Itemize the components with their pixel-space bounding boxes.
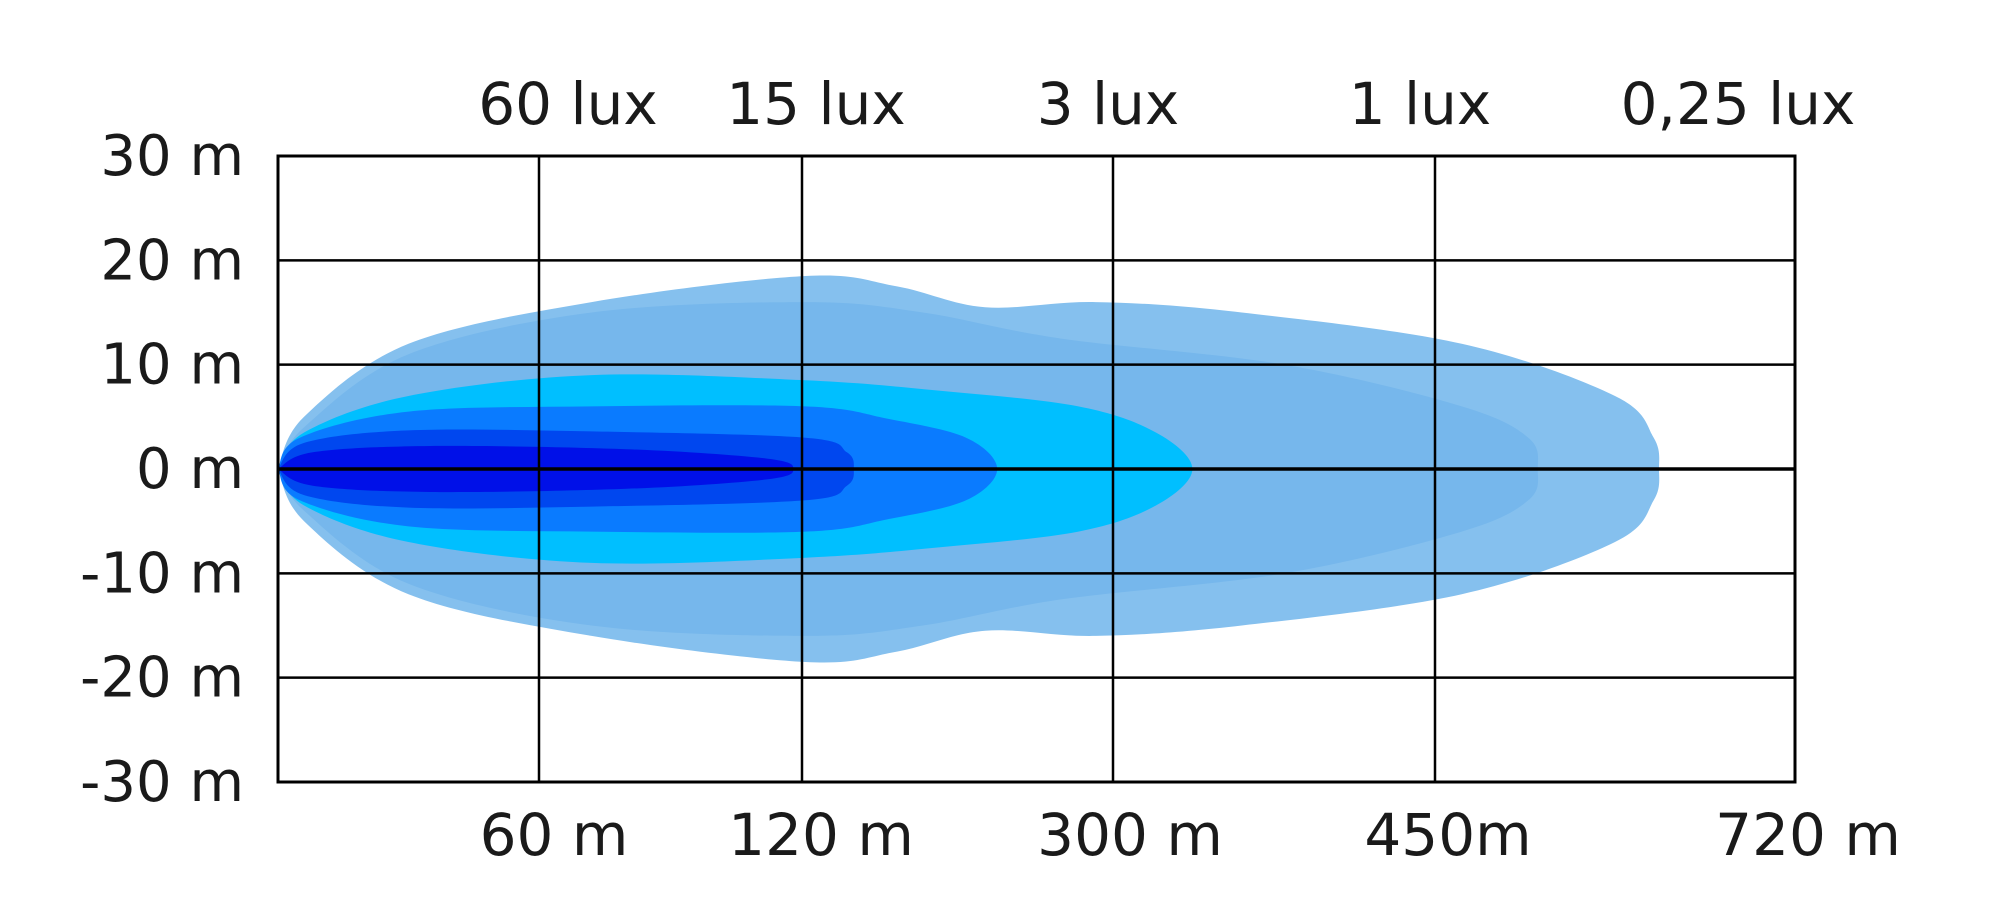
lux-label: 1 lux: [1349, 70, 1492, 138]
y-tick-label: -10 m: [80, 541, 244, 606]
lux-label: 60 lux: [478, 70, 657, 138]
lux-label: 0,25 lux: [1621, 70, 1856, 138]
x-tick-label: 720 m: [1715, 801, 1901, 869]
plot-frame: [276, 154, 1797, 784]
y-tick-label: -20 m: [80, 646, 244, 711]
y-tick-label: 10 m: [100, 333, 244, 398]
grid: [276, 154, 1797, 784]
axis-labels: 60 lux 15 lux 3 lux 1 lux 0,25 lux 60 m 120 m 3…: [80, 70, 1901, 869]
y-tick-label: 0 m: [136, 437, 244, 502]
lux-label: 15 lux: [726, 70, 905, 138]
lux-label: 3 lux: [1037, 70, 1180, 138]
y-tick-label: 30 m: [100, 124, 244, 189]
y-tick-label: -30 m: [80, 750, 244, 815]
y-tick-label: 20 m: [100, 228, 244, 293]
x-tick-label: 60 m: [480, 801, 629, 869]
x-tick-label: 120 m: [728, 801, 914, 869]
x-tick-label: 450m: [1364, 801, 1531, 869]
x-tick-label: 300 m: [1037, 801, 1223, 869]
